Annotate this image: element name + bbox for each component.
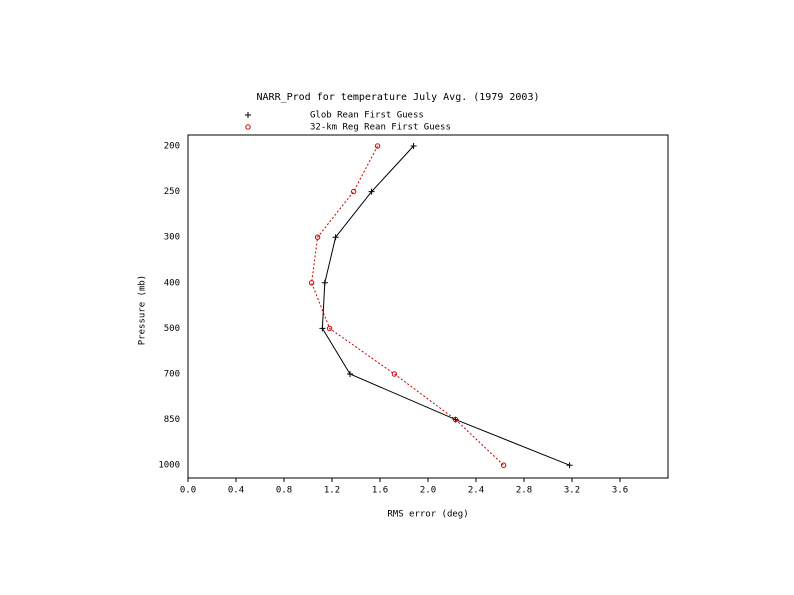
x-axis-label: RMS error (deg): [387, 510, 468, 520]
y-tick-label: 200: [164, 142, 180, 152]
y-tick-label: 700: [164, 370, 180, 380]
data-point: [314, 234, 321, 240]
chart-title: NARR_Prod for temperature July Avg. (197…: [257, 92, 540, 103]
x-tick-label: 3.2: [564, 486, 580, 496]
y-tick-label: 400: [164, 278, 180, 288]
data-point: [566, 462, 573, 469]
x-tick-label: 2.8: [516, 486, 532, 496]
data-point: [308, 280, 315, 286]
legend-marker: [245, 124, 251, 130]
legend-marker: [245, 112, 251, 118]
data-point: [347, 371, 353, 377]
y-tick-label: 300: [164, 233, 180, 243]
data-point: [321, 279, 328, 286]
plot-frame: [187, 134, 669, 479]
x-tick-label: 2.0: [420, 486, 436, 496]
x-tick-label: 1.6: [372, 486, 388, 496]
y-tick-label: 1000: [158, 461, 180, 471]
x-tick-label: 2.4: [468, 486, 484, 496]
legend-label: 32-km Reg Rean First Guess: [310, 123, 451, 133]
data-point: [326, 325, 333, 332]
series-line: [321, 145, 570, 466]
y-axis-label: Pressure (mb): [138, 275, 148, 345]
y-tick-label: 250: [164, 187, 180, 197]
data-point: [350, 188, 357, 195]
x-tick-label: 0.8: [276, 486, 292, 496]
data-point: [319, 325, 326, 332]
data-point: [374, 143, 381, 149]
x-tick-label: 0.4: [228, 486, 244, 496]
series-line: [311, 145, 504, 466]
data-point: [368, 188, 375, 195]
data-point: [391, 371, 398, 377]
legend-label: Glob Rean First Guess: [310, 111, 424, 121]
data-point: [452, 416, 459, 423]
y-tick-label: 850: [164, 415, 180, 425]
x-tick-label: 3.6: [612, 486, 628, 496]
y-tick-label: 500: [164, 324, 180, 334]
x-tick-label: 1.2: [324, 486, 340, 496]
data-point: [410, 143, 417, 149]
x-tick-label: 0.0: [180, 486, 196, 496]
data-point: [500, 462, 507, 468]
data-point: [332, 234, 339, 241]
